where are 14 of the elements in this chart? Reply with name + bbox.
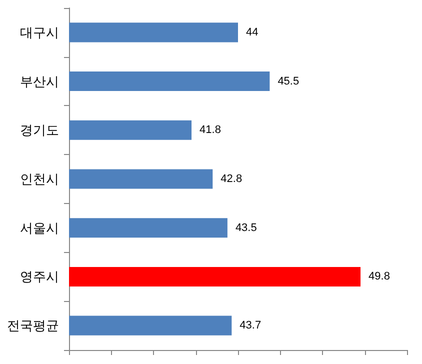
data-label: 49.8 — [368, 270, 390, 283]
data-label: 44 — [246, 26, 258, 38]
y-tick-label: 인천시 — [20, 172, 59, 186]
data-label: 42.8 — [220, 173, 242, 185]
y-tick-label: 부산시 — [20, 74, 59, 89]
y-tick-label: 경기도 — [20, 122, 59, 138]
y-tick-label: 대구시 — [20, 24, 59, 40]
data-label: 43.7 — [240, 320, 262, 332]
data-label: 43.5 — [235, 222, 257, 234]
data-label: 45.5 — [278, 75, 300, 88]
y-tick-label: 영주시 — [20, 269, 59, 284]
data-label: 41.8 — [200, 124, 221, 136]
y-tick-label: 서울시 — [20, 220, 59, 236]
y-tick-label: 전국평균 — [7, 318, 59, 334]
